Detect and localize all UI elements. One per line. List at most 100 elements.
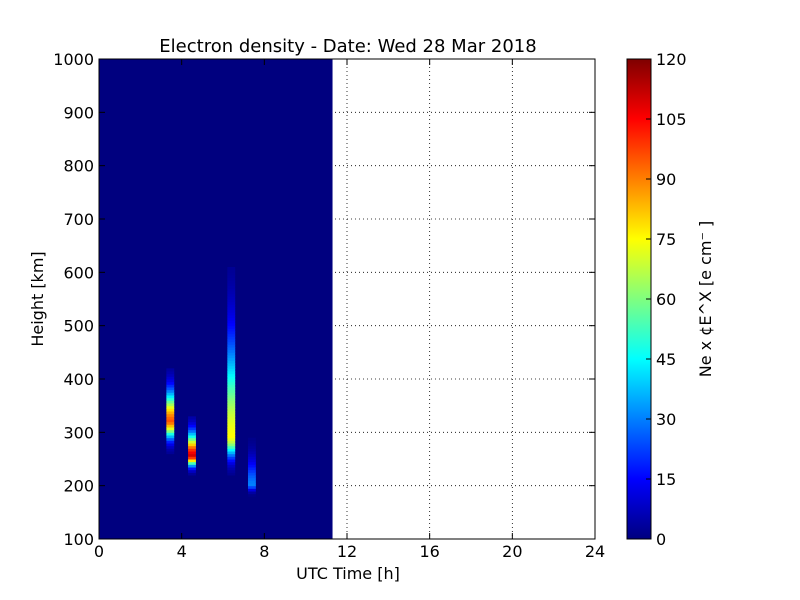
heatmap-cell bbox=[166, 405, 175, 409]
heatmap-cell bbox=[227, 307, 236, 311]
heatmap-cell bbox=[188, 451, 196, 455]
heatmap-cell bbox=[188, 464, 196, 468]
heatmap-background bbox=[99, 59, 333, 539]
heatmap-cell bbox=[227, 397, 236, 401]
heatmap-cell bbox=[227, 285, 236, 289]
colorbar-tick-label: 30 bbox=[656, 410, 676, 429]
heatmap-cell bbox=[227, 341, 236, 345]
heatmap-cell bbox=[227, 299, 236, 303]
heatmap-cell bbox=[188, 416, 196, 420]
heatmap-cell bbox=[227, 379, 236, 383]
heatmap-cell bbox=[248, 440, 256, 444]
heatmap-cell bbox=[166, 387, 175, 391]
heatmap-cell bbox=[166, 392, 175, 396]
heatmap-cell bbox=[227, 283, 236, 287]
x-tick-label: 0 bbox=[94, 542, 104, 561]
heatmap-cell bbox=[248, 493, 256, 497]
heatmap-cell bbox=[227, 277, 236, 281]
heatmap-cell bbox=[248, 445, 256, 449]
heatmap-cell bbox=[227, 437, 236, 441]
heatmap-cell bbox=[227, 387, 236, 391]
x-tick-label: 12 bbox=[337, 542, 357, 561]
heatmap-cell bbox=[227, 336, 236, 340]
heatmap bbox=[99, 59, 333, 539]
heatmap-cell bbox=[227, 403, 236, 407]
heatmap-cell bbox=[166, 424, 175, 428]
heatmap-cell bbox=[166, 411, 175, 415]
heatmap-cell bbox=[227, 293, 236, 297]
heatmap-cell bbox=[166, 445, 175, 449]
heatmap-cell bbox=[227, 267, 236, 271]
heatmap-cell bbox=[227, 456, 236, 460]
y-tick-label: 500 bbox=[63, 317, 94, 336]
heatmap-cell bbox=[227, 371, 236, 375]
heatmap-cell bbox=[227, 451, 236, 455]
y-tick-label: 200 bbox=[63, 477, 94, 496]
heatmap-cell bbox=[166, 400, 175, 404]
heatmap-cell bbox=[227, 347, 236, 351]
heatmap-cell bbox=[227, 352, 236, 356]
y-tick-label: 1000 bbox=[53, 50, 94, 69]
heatmap-cell bbox=[188, 461, 196, 465]
heatmap-cell bbox=[188, 435, 196, 439]
heatmap-cell bbox=[227, 296, 236, 300]
heatmap-cell bbox=[227, 320, 236, 324]
heatmap-cell bbox=[227, 315, 236, 319]
heatmap-cell bbox=[166, 379, 175, 383]
heatmap-cell bbox=[166, 427, 175, 431]
heatmap-cell bbox=[248, 459, 256, 463]
heatmap-cell bbox=[227, 325, 236, 329]
heatmap-cell bbox=[248, 475, 256, 479]
heatmap-cell bbox=[166, 373, 175, 377]
heatmap-cell bbox=[227, 395, 236, 399]
heatmap-cell bbox=[227, 405, 236, 409]
heatmap-cell bbox=[166, 403, 175, 407]
heatmap-cell bbox=[188, 429, 196, 433]
heatmap-cell bbox=[227, 288, 236, 292]
colorbar-tick-label: 75 bbox=[656, 230, 676, 249]
heatmap-cell bbox=[248, 491, 256, 495]
y-axis-label: Height [km] bbox=[28, 251, 47, 346]
heatmap-cell bbox=[248, 472, 256, 476]
colorbar-tick-label: 15 bbox=[656, 470, 676, 489]
y-tick-label: 100 bbox=[63, 530, 94, 549]
heatmap-cell bbox=[227, 309, 236, 313]
heatmap-cell bbox=[188, 453, 196, 457]
heatmap-cell bbox=[248, 485, 256, 489]
x-axis-label: UTC Time [h] bbox=[296, 564, 400, 583]
heatmap-cell bbox=[227, 333, 236, 337]
heatmap-cell bbox=[227, 323, 236, 327]
heatmap-cell bbox=[188, 467, 196, 471]
heatmap-cell bbox=[248, 437, 256, 441]
heatmap-cell bbox=[227, 269, 236, 273]
colorbar-tick-label: 45 bbox=[656, 350, 676, 369]
heatmap-cell bbox=[248, 469, 256, 473]
heatmap-cell bbox=[248, 477, 256, 481]
heatmap-cell bbox=[188, 456, 196, 460]
heatmap-cell bbox=[227, 291, 236, 295]
heatmap-cell bbox=[166, 384, 175, 388]
heatmap-cell bbox=[188, 427, 196, 431]
heatmap-cell bbox=[227, 435, 236, 439]
heatmap-cell bbox=[227, 381, 236, 385]
heatmap-cell bbox=[227, 357, 236, 361]
y-tick-label: 400 bbox=[63, 370, 94, 389]
heatmap-cell bbox=[227, 464, 236, 468]
heatmap-cell bbox=[166, 397, 175, 401]
heatmap-cell bbox=[227, 424, 236, 428]
x-tick-label: 8 bbox=[259, 542, 269, 561]
heatmap-cell bbox=[166, 443, 175, 447]
heatmap-cell bbox=[227, 432, 236, 436]
heatmap-cell bbox=[188, 440, 196, 444]
y-tick-label: 600 bbox=[63, 263, 94, 282]
heatmap-cell bbox=[248, 461, 256, 465]
heatmap-cell bbox=[227, 472, 236, 476]
heatmap-cell bbox=[166, 419, 175, 423]
heatmap-cell bbox=[227, 467, 236, 471]
heatmap-cell bbox=[166, 451, 175, 455]
heatmap-cell bbox=[227, 376, 236, 380]
heatmap-cell bbox=[248, 456, 256, 460]
heatmap-cell bbox=[248, 453, 256, 457]
heatmap-cell bbox=[248, 464, 256, 468]
heatmap-cell bbox=[227, 448, 236, 452]
